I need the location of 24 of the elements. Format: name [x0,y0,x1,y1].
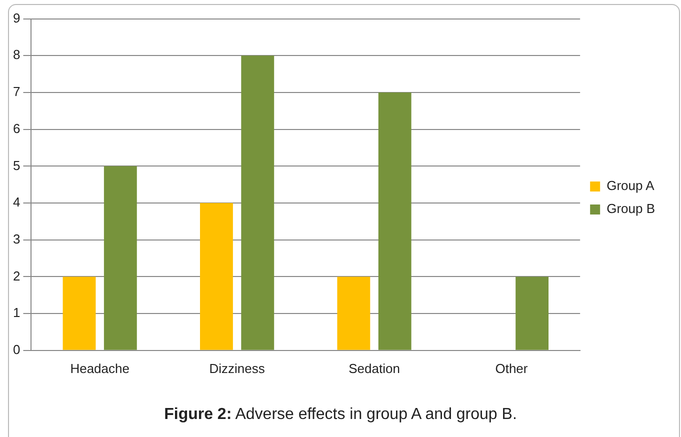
y-tick-label: 1 [12,305,20,320]
y-tick-label: 9 [12,10,20,26]
bar [104,166,137,350]
x-tick-label: Other [495,360,528,376]
y-tick-label: 2 [12,268,20,284]
bar [337,276,370,350]
y-tick-label: 5 [12,158,20,173]
y-tick-label: 0 [12,342,20,357]
y-tick-label: 3 [12,231,20,246]
bar [241,56,274,350]
y-tick-label: 7 [12,84,20,100]
x-tick-label: Headache [70,360,130,376]
bar [378,92,412,350]
y-tick-label: 8 [12,47,20,62]
x-tick-label: Sedation [348,360,400,376]
bar [516,276,549,350]
bar [200,203,233,350]
bar [62,276,96,350]
caption: Figure 2: Adverse effects in group A and group B. [163,406,518,424]
y-tick-label: 4 [12,194,20,210]
legend-label: Group A [606,178,655,194]
legend-label: Group B [606,201,656,216]
y-tick-label: 6 [12,120,20,136]
x-tick-label: Dizziness [209,360,266,376]
